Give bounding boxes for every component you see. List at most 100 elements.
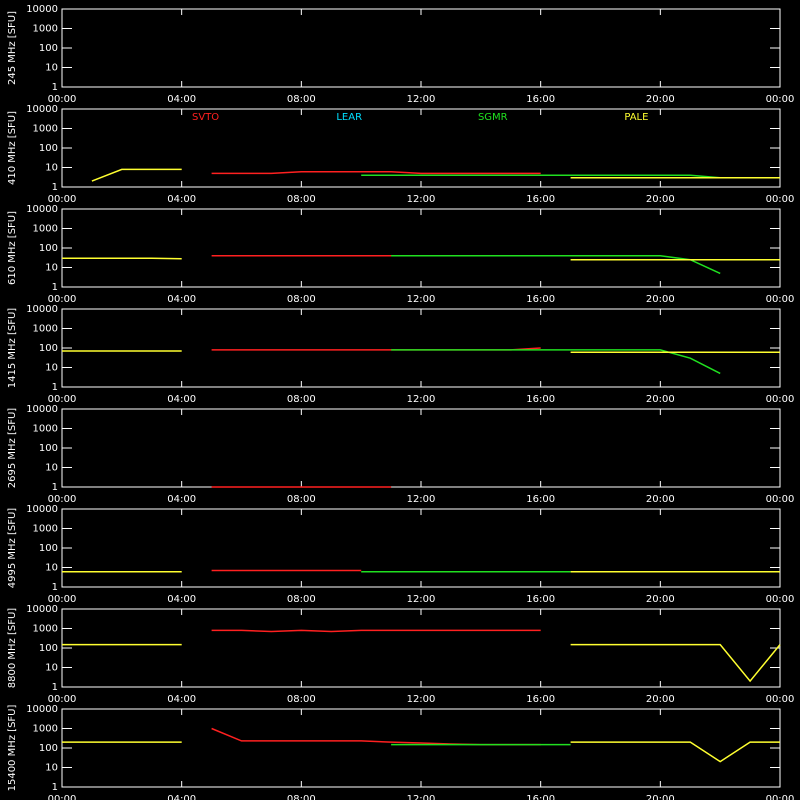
series-line xyxy=(391,349,721,375)
y-tick-label: 100 xyxy=(39,43,58,54)
y-tick-label: 1 xyxy=(52,482,58,493)
x-tick-label: 20:00 xyxy=(646,794,675,800)
x-tick-label: 04:00 xyxy=(167,294,196,305)
series-line xyxy=(211,629,541,633)
y-tick-label: 10000 xyxy=(26,304,58,315)
y-axis-label: 4995 MHz [SFU] xyxy=(7,508,18,589)
x-tick-label: 20:00 xyxy=(646,94,675,105)
x-tick-label: 20:00 xyxy=(646,194,675,205)
y-tick-label: 10 xyxy=(45,163,58,174)
y-tick-label: 10000 xyxy=(26,204,58,215)
x-tick-label: 04:00 xyxy=(167,394,196,405)
y-tick-label: 10 xyxy=(45,763,58,774)
x-tick-label: 04:00 xyxy=(167,494,196,505)
y-tick-label: 1000 xyxy=(33,24,58,35)
plot-frame xyxy=(61,308,781,388)
y-tick-label: 1 xyxy=(52,682,58,693)
x-tick-label: 12:00 xyxy=(407,194,436,205)
x-tick-label: 00:00 xyxy=(48,294,77,305)
y-tick-label: 1000 xyxy=(33,524,58,535)
x-tick-label: 20:00 xyxy=(646,294,675,305)
y-tick-label: 10000 xyxy=(26,704,58,715)
legend-label: SVTO xyxy=(192,112,219,123)
panel: 1415 MHz [SFU] 1 10 100 1000 10000 00:00 04:00 0… xyxy=(7,304,794,405)
x-tick-label: 08:00 xyxy=(287,494,316,505)
y-axis-label: 2695 MHz [SFU] xyxy=(7,408,18,489)
x-tick-label: 04:00 xyxy=(167,194,196,205)
x-tick-label: 16:00 xyxy=(526,394,555,405)
panel: 4995 MHz [SFU] 1 10 100 1000 10000 00:00 04:00 0… xyxy=(7,504,794,605)
y-tick-label: 100 xyxy=(39,143,58,154)
y-tick-label: 10 xyxy=(45,63,58,74)
plot-frame xyxy=(61,208,781,288)
y-axis-label: 245 MHz [SFU] xyxy=(7,11,18,85)
legend-label: PALE xyxy=(624,112,648,123)
x-tick-label: 00:00 xyxy=(766,594,795,605)
x-tick-label: 16:00 xyxy=(526,494,555,505)
x-tick-label: 08:00 xyxy=(287,194,316,205)
x-tick-label: 08:00 xyxy=(287,394,316,405)
x-tick-label: 12:00 xyxy=(407,794,436,800)
x-tick-label: 00:00 xyxy=(48,494,77,505)
x-tick-label: 08:00 xyxy=(287,594,316,605)
y-tick-label: 10 xyxy=(45,663,58,674)
y-tick-label: 100 xyxy=(39,643,58,654)
y-tick-label: 1000 xyxy=(33,224,58,235)
x-tick-label: 16:00 xyxy=(526,794,555,800)
y-tick-label: 100 xyxy=(39,343,58,354)
y-tick-label: 10000 xyxy=(26,404,58,415)
x-tick-label: 04:00 xyxy=(167,694,196,705)
x-tick-label: 04:00 xyxy=(167,94,196,105)
y-tick-label: 1 xyxy=(52,382,58,393)
x-tick-label: 00:00 xyxy=(48,394,77,405)
plot-frame xyxy=(61,608,781,688)
x-tick-label: 08:00 xyxy=(287,294,316,305)
x-tick-label: 08:00 xyxy=(287,694,316,705)
x-tick-label: 08:00 xyxy=(287,794,316,800)
y-axis-label: 8800 MHz [SFU] xyxy=(7,608,18,689)
y-axis-label: 410 MHz [SFU] xyxy=(7,111,18,185)
x-tick-label: 16:00 xyxy=(526,94,555,105)
panel: 245 MHz [SFU] 1 10 100 1000 10000 00:00 04:00 08… xyxy=(7,4,794,105)
x-tick-label: 20:00 xyxy=(646,594,675,605)
x-tick-label: 12:00 xyxy=(407,694,436,705)
x-tick-label: 00:00 xyxy=(766,394,795,405)
y-axis-label: 15400 MHz [SFU] xyxy=(7,705,18,792)
panel: 2695 MHz [SFU] 1 10 100 1000 10000 00:00 04:00 0… xyxy=(7,404,794,505)
y-tick-label: 10000 xyxy=(26,504,58,515)
x-tick-label: 20:00 xyxy=(646,694,675,705)
series-line xyxy=(211,727,541,746)
y-tick-label: 1000 xyxy=(33,424,58,435)
panel: 410 MHz [SFU] 1 10 100 1000 10000 00:00 04:00 08… xyxy=(7,104,794,205)
y-axis-label: 610 MHz [SFU] xyxy=(7,211,18,285)
y-tick-label: 1 xyxy=(52,282,58,293)
y-tick-label: 10 xyxy=(45,263,58,274)
x-tick-label: 12:00 xyxy=(407,594,436,605)
y-tick-label: 100 xyxy=(39,443,58,454)
x-tick-label: 00:00 xyxy=(766,494,795,505)
y-tick-label: 100 xyxy=(39,243,58,254)
x-tick-label: 00:00 xyxy=(48,94,77,105)
y-tick-label: 1 xyxy=(52,182,58,193)
series-line xyxy=(62,257,780,261)
x-tick-label: 12:00 xyxy=(407,494,436,505)
x-tick-label: 12:00 xyxy=(407,394,436,405)
x-tick-label: 00:00 xyxy=(48,194,77,205)
x-tick-label: 00:00 xyxy=(48,694,77,705)
series-line xyxy=(391,255,721,275)
series-line xyxy=(62,350,780,354)
y-tick-label: 1000 xyxy=(33,724,58,735)
x-tick-label: 00:00 xyxy=(48,794,77,800)
y-tick-label: 10000 xyxy=(26,104,58,115)
y-tick-label: 100 xyxy=(39,543,58,554)
y-tick-label: 1000 xyxy=(33,324,58,335)
y-tick-label: 10 xyxy=(45,463,58,474)
legend-label: LEAR xyxy=(336,112,362,123)
plot-frame xyxy=(61,708,781,788)
series-line xyxy=(62,643,781,683)
x-tick-label: 00:00 xyxy=(766,294,795,305)
x-tick-label: 12:00 xyxy=(407,94,436,105)
x-tick-label: 16:00 xyxy=(526,694,555,705)
x-tick-label: 08:00 xyxy=(287,94,316,105)
plot-frame xyxy=(61,408,781,488)
